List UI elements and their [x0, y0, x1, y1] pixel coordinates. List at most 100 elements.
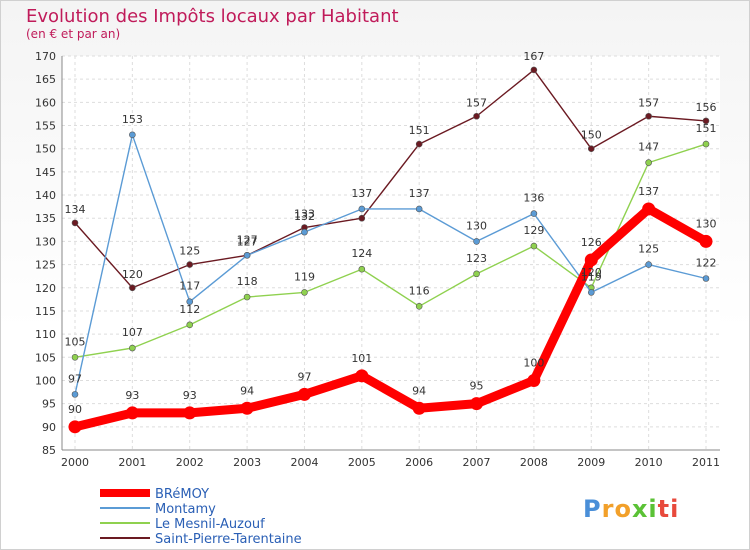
- data-label-bremoy: 94: [240, 384, 254, 397]
- chart-subtitle: (en € et par an): [26, 27, 120, 41]
- series-line-saint-pierre-tarentaine: [74, 69, 707, 289]
- y-tick-labels: 85 90 95 100 105 110 115 120 125 130 135 140 145 150 1…: [35, 50, 56, 457]
- data-label-bremoy: 94: [412, 384, 426, 397]
- y-tick-label: 130: [35, 235, 56, 248]
- proxiti-logo: Proxiti: [583, 495, 679, 523]
- data-point-le-mesnil-auzouf: [645, 159, 652, 166]
- data-label-le-mesnil-auzouf: 105: [65, 335, 86, 348]
- data-label-le-mesnil-auzouf: 112: [179, 303, 200, 316]
- data-label-saint-pierre-tarentaine: 133: [294, 208, 315, 221]
- data-labels: 134 120 125 127 133 151 157 167 150 157 156 105 107 1…: [65, 50, 717, 416]
- data-point-le-mesnil-auzouf: [129, 344, 136, 352]
- data-point-montamy: [415, 205, 423, 213]
- logo-letter: i: [648, 495, 657, 523]
- data-point-saint-pierre-tarentaine: [415, 140, 423, 148]
- data-label-le-mesnil-auzouf: 123: [466, 252, 487, 265]
- data-point-montamy: [186, 298, 194, 305]
- data-label-bremoy: 90: [68, 403, 82, 416]
- legend-label-le-mesnil-auzouf: Le Mesnil-Auzouf: [155, 517, 265, 532]
- logo-letter: o: [614, 495, 632, 523]
- x-tick-labels: 2000 2001 2002 2003 2004 2005 2006 2007 2008 2009…: [61, 456, 720, 469]
- data-point-montamy: [129, 131, 136, 139]
- x-tick-label: 2005: [348, 456, 376, 469]
- data-point-bremoy: [297, 387, 311, 401]
- data-label-saint-pierre-tarentaine: 134: [65, 203, 86, 216]
- data-point-bremoy: [355, 369, 369, 383]
- data-point-montamy: [702, 275, 710, 282]
- data-point-bremoy: [699, 234, 713, 248]
- data-point-montamy: [71, 391, 79, 398]
- data-point-montamy: [243, 252, 251, 259]
- data-point-bremoy: [412, 401, 426, 415]
- x-tick-label: 2002: [176, 456, 204, 469]
- data-point-saint-pierre-tarentaine: [530, 66, 538, 74]
- data-label-bremoy: 137: [638, 185, 659, 198]
- data-label-le-mesnil-auzouf: 120: [581, 266, 602, 279]
- data-label-le-mesnil-auzouf: 147: [638, 141, 659, 154]
- data-point-bremoy: [183, 406, 197, 420]
- data-label-saint-pierre-tarentaine: 167: [523, 50, 544, 63]
- plot-area: [62, 56, 720, 450]
- y-tick-label: 90: [42, 421, 56, 434]
- data-label-le-mesnil-auzouf: 151: [696, 122, 717, 135]
- data-point-bremoy: [584, 253, 598, 267]
- data-label-le-mesnil-auzouf: 124: [351, 247, 372, 260]
- data-label-montamy: 97: [68, 372, 82, 385]
- data-label-bremoy: 100: [523, 356, 544, 369]
- logo-letter: i: [670, 495, 679, 523]
- logo-letter: x: [632, 495, 648, 523]
- logo-letter: r: [602, 495, 615, 523]
- data-label-bremoy: 93: [125, 389, 139, 402]
- data-point-le-mesnil-auzouf: [358, 265, 366, 273]
- data-label-bremoy: 101: [351, 352, 372, 365]
- data-point-saint-pierre-tarentaine: [71, 219, 79, 227]
- x-tick-label: 2006: [405, 456, 433, 469]
- data-point-bremoy: [470, 397, 484, 411]
- y-tick-label: 105: [35, 351, 56, 364]
- data-point-montamy: [473, 238, 480, 245]
- legend-label-montamy: Montamy: [155, 502, 216, 517]
- data-label-montamy: 137: [409, 187, 430, 200]
- y-tick-label: 120: [35, 282, 56, 295]
- data-label-le-mesnil-auzouf: 118: [237, 275, 258, 288]
- y-tick-label: 165: [35, 73, 56, 86]
- data-label-montamy: 122: [696, 256, 717, 269]
- data-label-bremoy: 97: [297, 370, 311, 383]
- data-point-le-mesnil-auzouf: [186, 321, 194, 329]
- data-point-montamy: [587, 289, 595, 296]
- data-label-montamy: 127: [237, 233, 258, 246]
- data-label-le-mesnil-auzouf: 129: [523, 224, 544, 237]
- data-label-saint-pierre-tarentaine: 120: [122, 268, 143, 281]
- logo-letter: P: [583, 495, 602, 523]
- data-point-bremoy: [642, 202, 656, 216]
- data-point-saint-pierre-tarentaine: [186, 261, 194, 268]
- y-tick-label: 115: [35, 305, 56, 318]
- y-tick-label: 125: [35, 259, 56, 272]
- data-label-montamy: 117: [179, 280, 200, 293]
- data-label-bremoy: 126: [581, 236, 602, 249]
- data-label-montamy: 153: [122, 113, 143, 126]
- data-point-saint-pierre-tarentaine: [129, 284, 136, 292]
- x-tick-label: 2008: [520, 456, 548, 469]
- y-tick-label: 140: [35, 189, 56, 202]
- data-label-saint-pierre-tarentaine: 157: [466, 96, 487, 109]
- data-point-le-mesnil-auzouf: [530, 242, 538, 250]
- data-point-saint-pierre-tarentaine: [587, 145, 595, 153]
- y-tick-label: 160: [35, 96, 56, 109]
- data-point-montamy: [301, 228, 308, 236]
- x-tick-label: 2009: [577, 456, 605, 469]
- data-point-montamy: [358, 205, 366, 213]
- data-point-saint-pierre-tarentaine: [473, 112, 480, 120]
- data-point-saint-pierre-tarentaine: [702, 117, 710, 125]
- data-point-saint-pierre-tarentaine: [358, 214, 366, 222]
- data-point-saint-pierre-tarentaine: [645, 112, 652, 120]
- data-point-bremoy: [68, 420, 82, 434]
- y-tick-label: 110: [35, 328, 56, 341]
- data-label-bremoy: 130: [696, 217, 717, 230]
- y-tick-label: 85: [42, 444, 56, 457]
- data-label-le-mesnil-auzouf: 116: [409, 284, 430, 297]
- x-tick-label: 2004: [290, 456, 318, 469]
- data-label-saint-pierre-tarentaine: 127: [237, 235, 258, 248]
- data-label-montamy: 136: [523, 192, 544, 205]
